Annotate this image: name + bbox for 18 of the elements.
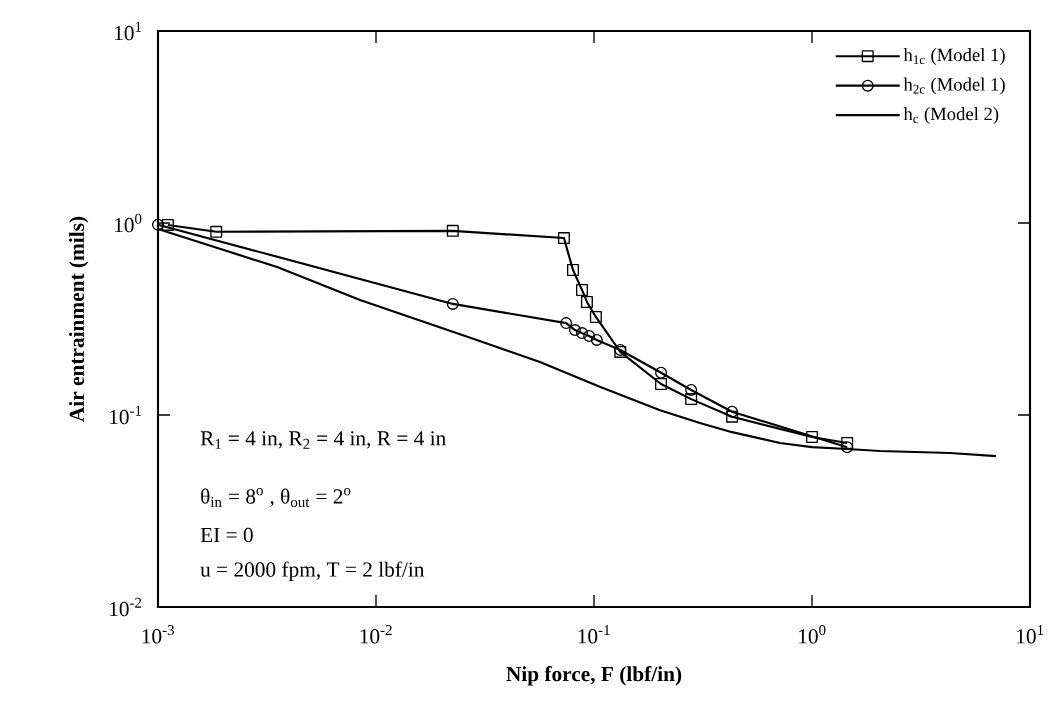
x-axis-title: Nip force, F (lbf/in) <box>506 666 682 686</box>
legend-label: h$_{2c}$ (Model 1) <box>903 77 1005 95</box>
x-tick-label: 10$^{1}$ <box>1017 625 1044 644</box>
legend-label: h$_{1c}$ (Model 1) <box>903 48 1005 66</box>
x-tick-label: 10$^{-3}$ <box>142 625 174 644</box>
legend-label: h$_{c}$ (Model 2) <box>903 107 999 125</box>
x-tick-label: 10$^{-2}$ <box>360 625 392 644</box>
x-tick-label: 10$^{0}$ <box>799 625 826 644</box>
y-tick-label: 10$^{0}$ <box>115 213 142 233</box>
y-tick-label: 10$^{1}$ <box>115 21 142 41</box>
annotation: EI = 0 <box>200 527 253 543</box>
y-tick-label: 10$^{-2}$ <box>110 597 142 617</box>
y-axis-title: Air entrainment (mils) <box>69 216 89 422</box>
annotation: u = 2000 fpm, T = 2 lbf/in <box>200 561 425 582</box>
y-tick-label: 10$^{-1}$ <box>110 405 142 425</box>
annotation: θ$_{in}$ = 8$^{o}$ , θ$_{out}$ = 2$^{o}$ <box>201 488 351 508</box>
x-tick-label: 10$^{-1}$ <box>578 625 610 644</box>
annotation: R$_{1}$ = 4 in, R$_{2}$ = 4 in, R = 4 in <box>200 431 446 449</box>
